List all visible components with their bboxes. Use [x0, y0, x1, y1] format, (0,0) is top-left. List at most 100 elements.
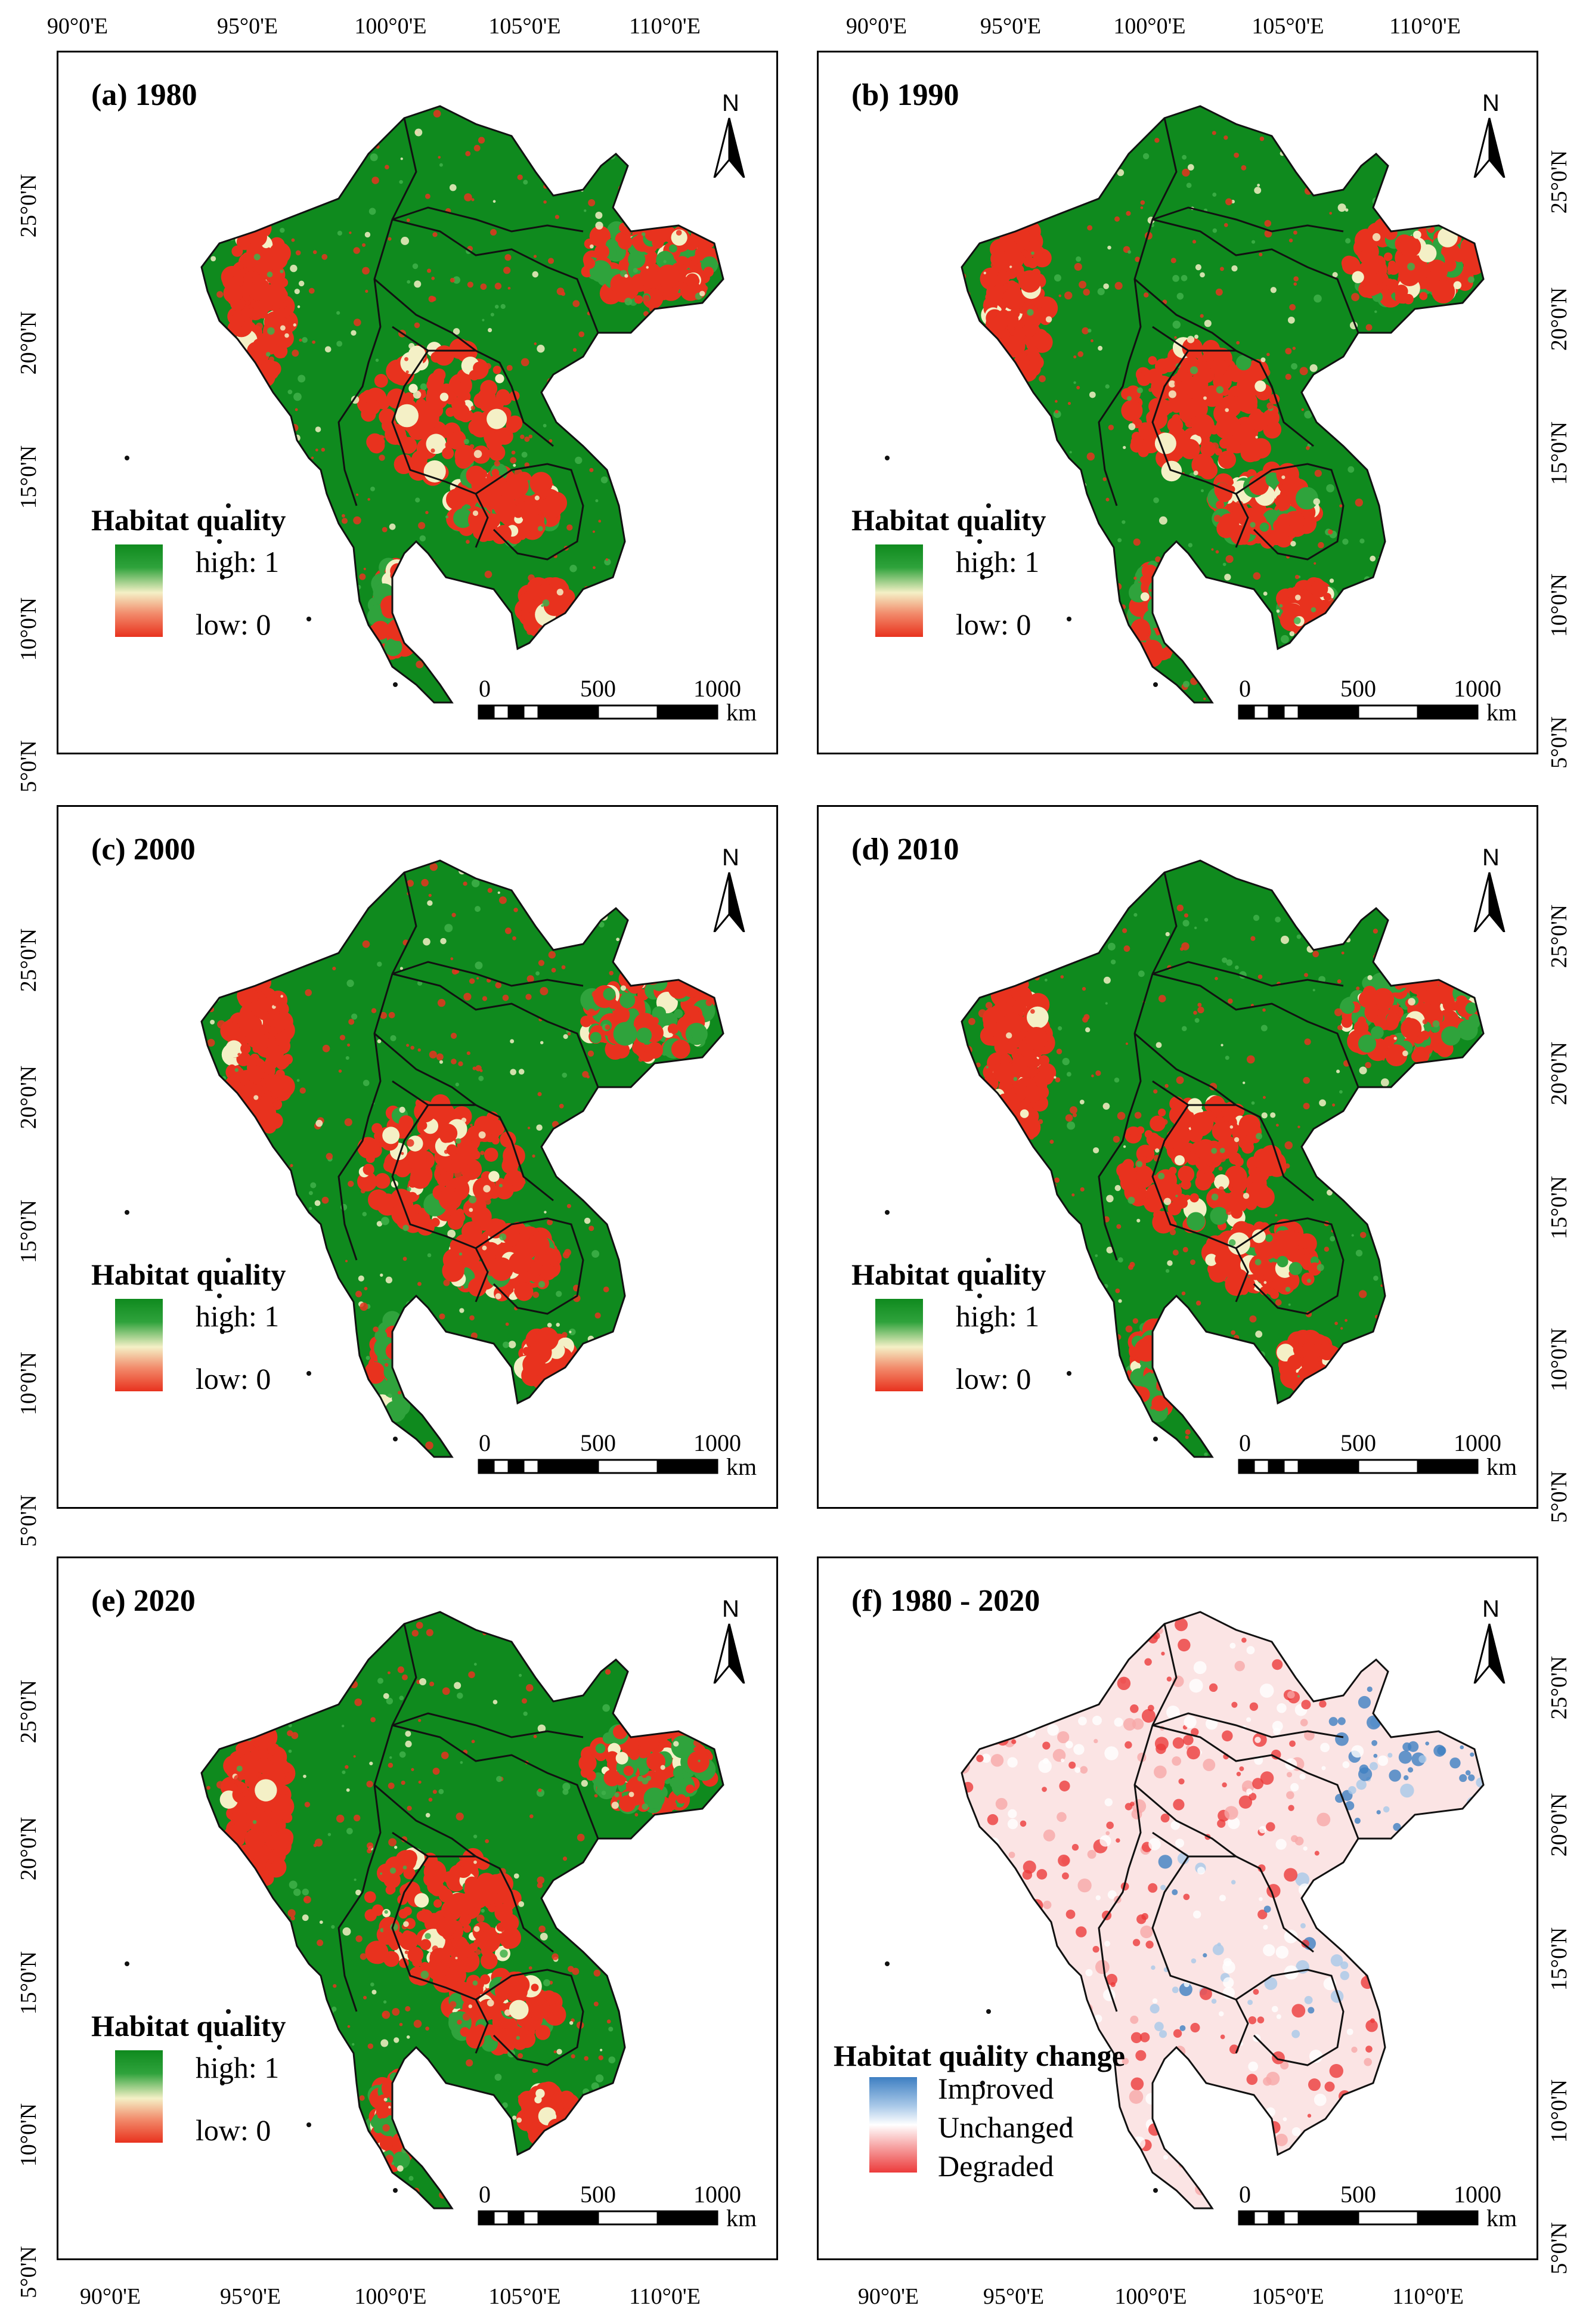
legend-color-ramp	[875, 544, 923, 637]
panel-title: (f) 1980 - 2020	[851, 1584, 1040, 1618]
country-border	[1152, 206, 1344, 233]
coastline	[200, 105, 724, 704]
island	[986, 503, 991, 508]
lat-label: 20°0'N	[1547, 1793, 1572, 1857]
scale-tick-label: 1000	[1454, 1429, 1501, 1456]
lon-label: 110°0'E	[1389, 14, 1461, 39]
legend-low-label: low: 0	[956, 608, 1031, 641]
lat-label: 15°0'N	[16, 445, 41, 509]
island	[220, 575, 225, 580]
scale-tick-label: 0	[1239, 1429, 1251, 1456]
country-border	[1151, 350, 1249, 548]
lon-label: 105°0'E	[488, 14, 561, 39]
country-border	[1152, 973, 1359, 1088]
lon-label: 100°0'E	[1113, 14, 1186, 39]
scale-tick-label: 500	[580, 2181, 616, 2208]
lon-label: 105°0'E	[1252, 2284, 1324, 2309]
lat-label: 10°0'N	[1547, 1327, 1572, 1392]
scale-tick-label: 1000	[693, 2181, 741, 2208]
legend-color-ramp	[115, 544, 163, 637]
country-border	[374, 1032, 554, 1202]
legend-title: Habitat quality	[851, 503, 1046, 537]
lat-label: 10°0'N	[16, 2103, 41, 2167]
north-label: N	[1482, 90, 1500, 116]
scale-unit-label: km	[726, 699, 757, 726]
country-border	[1152, 961, 1344, 987]
lat-label: 25°0'N	[16, 1679, 41, 1744]
scale-tick-label: 0	[479, 1429, 491, 1456]
island	[1153, 682, 1158, 687]
island	[980, 575, 985, 580]
legend-high-label: high: 1	[196, 1299, 280, 1333]
lon-label: 95°0'E	[216, 14, 278, 39]
lon-label: 110°0'E	[1392, 2284, 1464, 2309]
scale-tick-label: 500	[1340, 675, 1376, 702]
country-border	[1098, 1623, 1178, 2012]
country-border	[1235, 1217, 1345, 1315]
lat-label: 15°0'N	[16, 1951, 41, 2015]
scale-unit-label: km	[1486, 1453, 1517, 1480]
coastline	[961, 859, 1485, 1458]
legend-unchanged-label: Unchanged	[938, 2111, 1074, 2144]
island	[1153, 1437, 1158, 1441]
legend-title: Habitat quality	[91, 2009, 286, 2043]
scale-bar: 0 500 1000 km	[1236, 1424, 1522, 1493]
panel-title: (b) 1990	[851, 78, 959, 112]
lat-label: 20°0'N	[1547, 287, 1572, 351]
island	[217, 2045, 222, 2050]
island	[393, 2188, 398, 2193]
lat-label: 20°0'N	[16, 1817, 41, 1881]
legend-color-ramp	[869, 2077, 917, 2173]
north-label: N	[722, 90, 739, 116]
island	[226, 2009, 231, 2014]
island	[393, 682, 398, 687]
legend-high-label: high: 1	[956, 545, 1040, 578]
island	[125, 456, 129, 460]
coastline	[961, 1611, 1485, 2209]
map-panel-c: (c) 2000 N Habitat quality high: 1 low: 0 0 5…	[57, 805, 778, 1509]
country-border	[1098, 872, 1178, 1261]
lat-label: 10°0'N	[1547, 573, 1572, 638]
lat-label: 20°0'N	[16, 311, 41, 375]
lon-label: 90°0'E	[47, 14, 109, 39]
lon-label: 90°0'E	[79, 2284, 141, 2309]
scale-tick-label: 0	[479, 675, 491, 702]
country-border	[392, 218, 599, 333]
island	[1067, 2122, 1071, 2127]
island	[885, 1961, 890, 1966]
habitat-map	[125, 859, 724, 1458]
lon-label: 95°0'E	[983, 2284, 1045, 2309]
country-border	[391, 350, 489, 548]
panel-title: (c) 2000	[91, 833, 196, 867]
island	[986, 2009, 991, 2014]
country-border	[392, 961, 584, 987]
island	[220, 2081, 225, 2085]
country-border	[475, 463, 584, 561]
country-border	[1151, 1856, 1249, 2054]
habitat-map	[125, 105, 724, 704]
panel-title: (d) 2010	[851, 833, 959, 867]
lat-label: 20°0'N	[1547, 1041, 1572, 1106]
country-border	[1152, 1724, 1359, 1839]
country-border	[391, 1104, 489, 1302]
legend-low-label: low: 0	[956, 1362, 1031, 1395]
country-border	[374, 1784, 554, 1953]
country-border	[1235, 1969, 1345, 2066]
lat-label: 25°0'N	[1547, 1655, 1572, 1720]
map-panel-f: (f) 1980 - 2020 N Habitat quality change I…	[817, 1556, 1538, 2260]
north-arrow-icon: N	[1466, 1594, 1513, 1686]
lat-label: 5°0'N	[16, 2246, 41, 2298]
country-border	[392, 1712, 584, 1738]
lat-label: 25°0'N	[1547, 150, 1572, 214]
lon-label: 90°0'E	[857, 2284, 919, 2309]
scale-bar: 0 500 1000 km	[476, 2176, 762, 2244]
scale-tick-label: 0	[1239, 675, 1251, 702]
lat-label: 15°0'N	[16, 1199, 41, 1264]
legend-color-ramp	[115, 2050, 163, 2143]
country-border	[475, 1217, 584, 1315]
lat-label: 10°0'N	[16, 597, 41, 661]
country-border	[1134, 1032, 1314, 1202]
scale-bar: 0 500 1000 km	[1236, 670, 1522, 738]
scale-unit-label: km	[726, 2205, 757, 2232]
lat-label: 5°0'N	[1547, 1471, 1572, 1523]
